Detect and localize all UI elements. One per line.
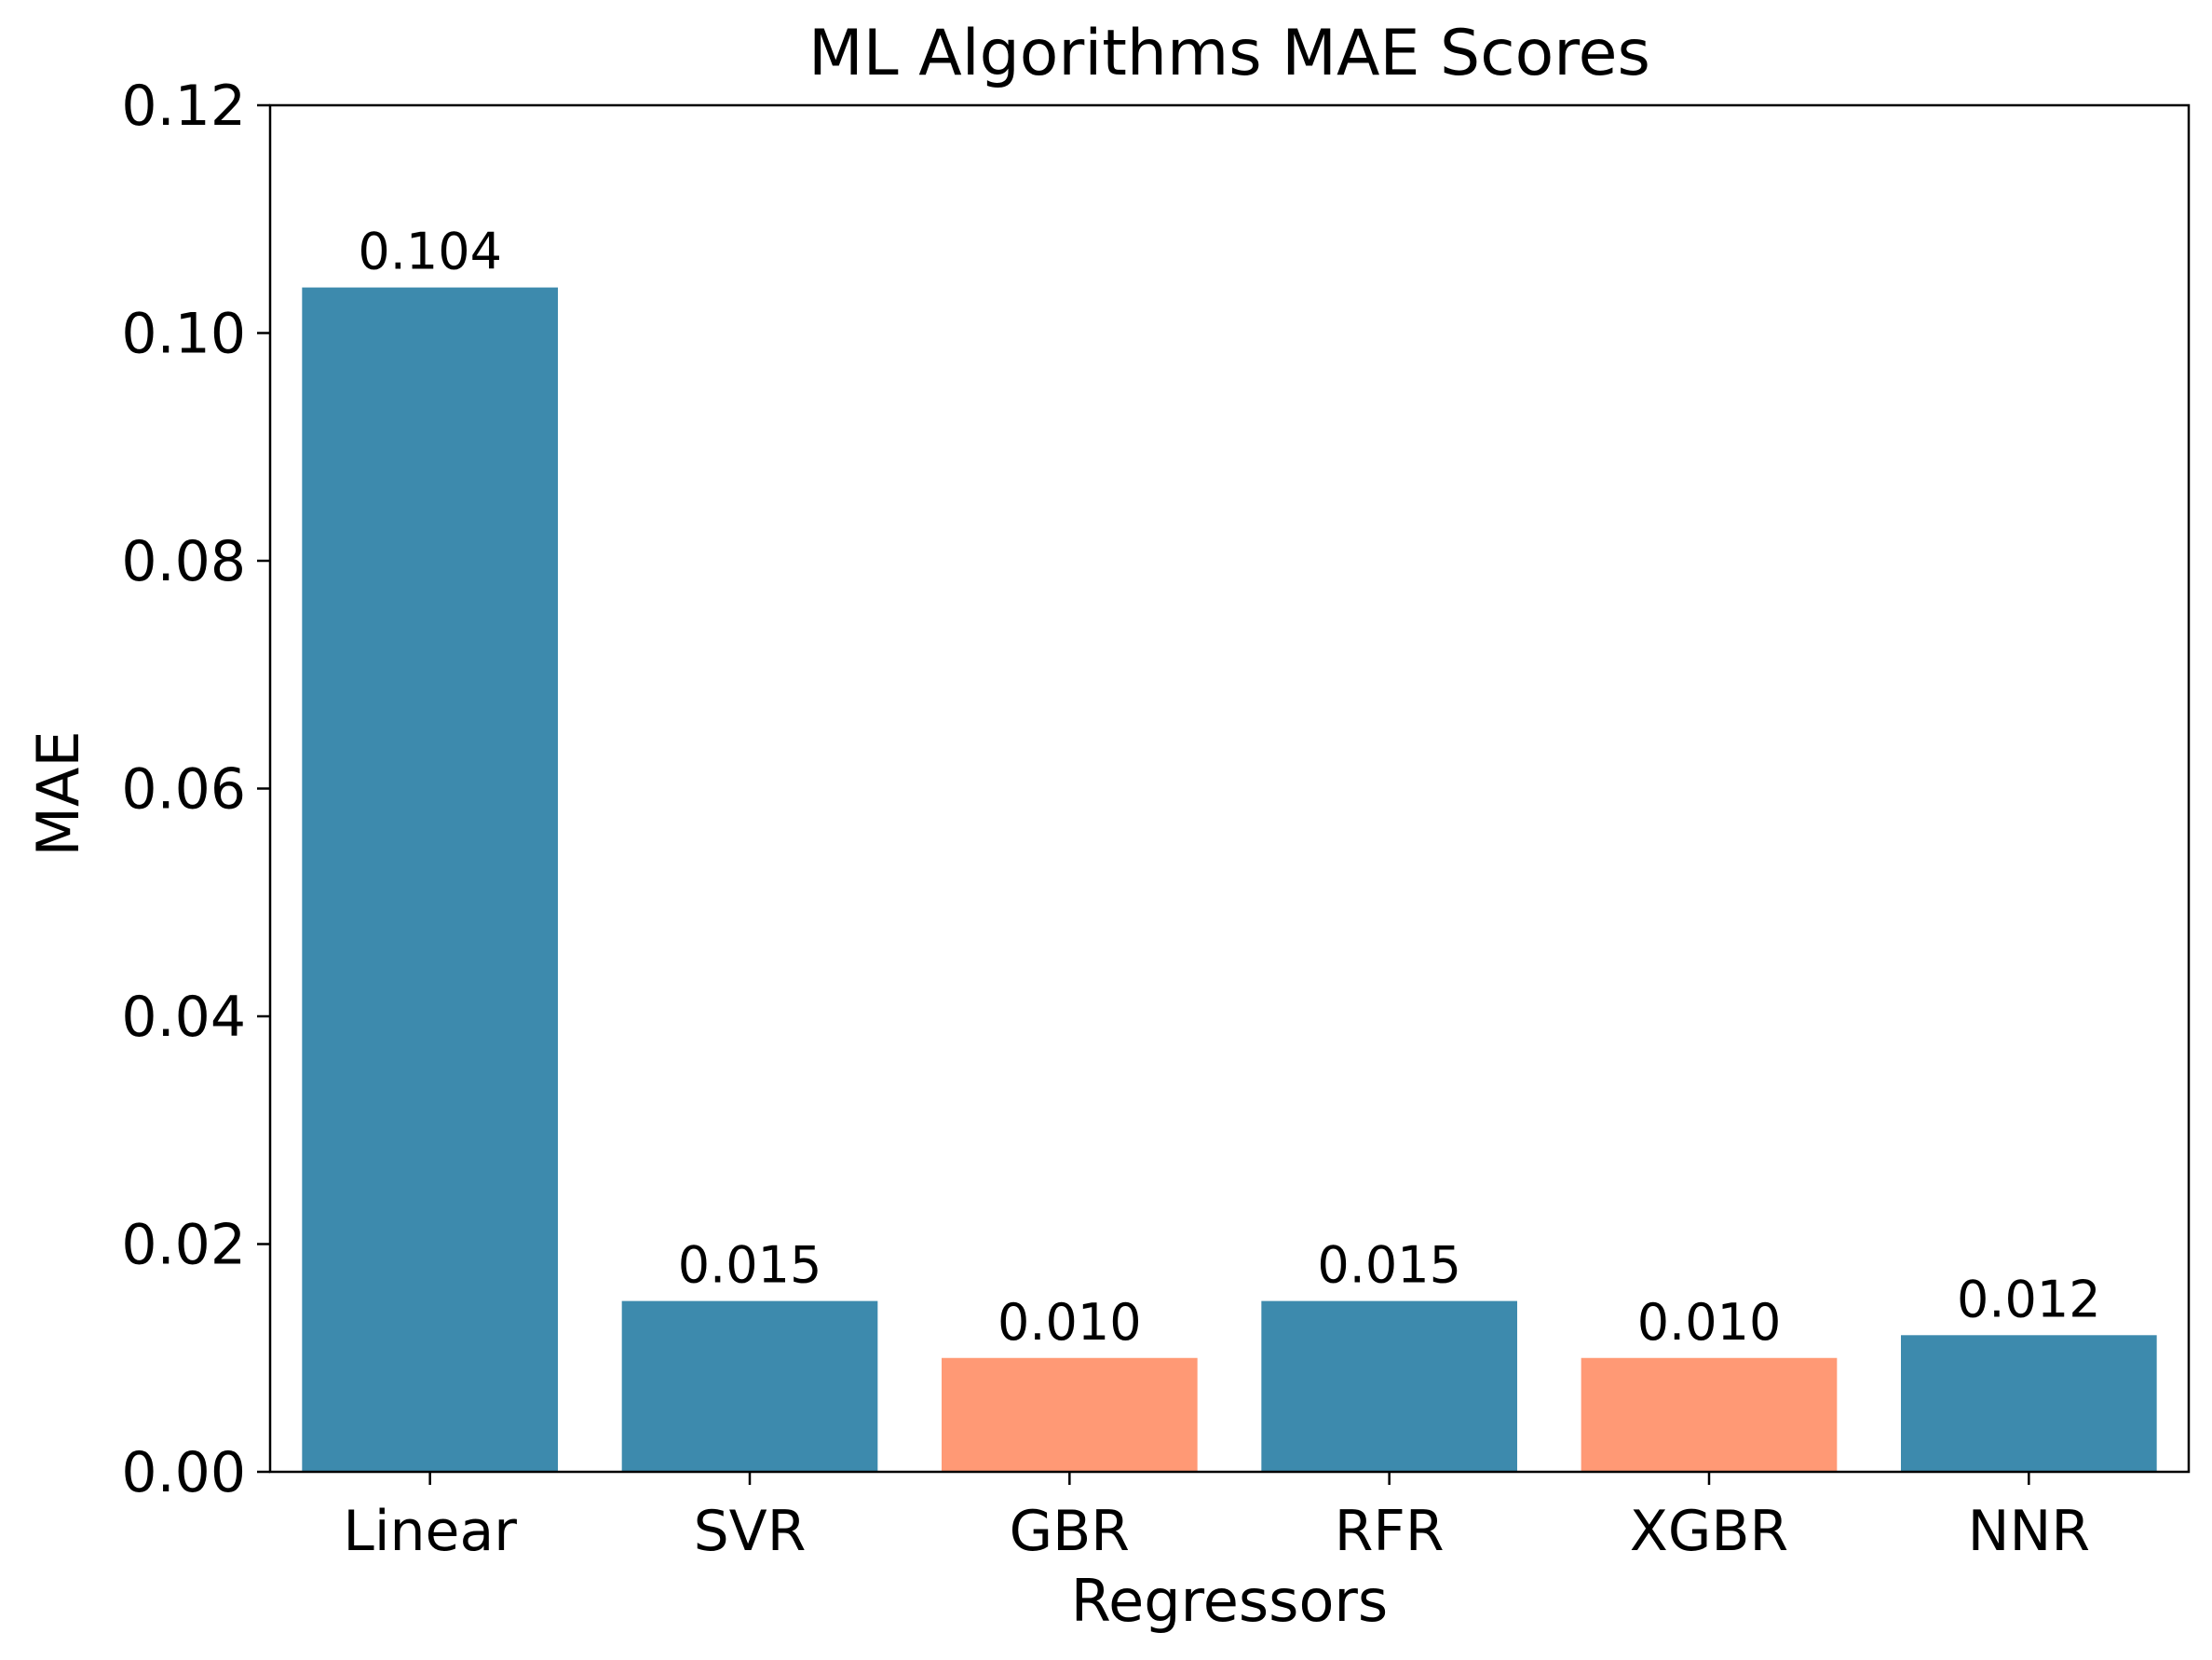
y-tick-label: 0.06	[121, 757, 246, 823]
y-axis-label: MAE	[24, 730, 92, 856]
value-label-xgbr: 0.010	[1637, 1293, 1782, 1352]
y-tick-label: 0.00	[121, 1440, 246, 1505]
x-tick-label-gbr: GBR	[1010, 1499, 1130, 1564]
x-tick-label-svr: SVR	[694, 1499, 807, 1564]
bar-svr	[621, 1300, 878, 1472]
value-labels-layer: 0.104 0.015 0.010 0.015 0.010 0.012	[358, 223, 2100, 1352]
y-tick-label: 0.10	[121, 302, 246, 367]
value-label-rfr: 0.015	[1317, 1236, 1461, 1295]
x-axis: Linear SVR GBR RFR XGBR NNR	[343, 1472, 2090, 1564]
plot-frame	[268, 103, 2191, 1474]
value-label-linear: 0.104	[358, 223, 502, 281]
x-tick-label-xgbr: XGBR	[1630, 1499, 1788, 1564]
x-tick-label-rfr: RFR	[1335, 1499, 1445, 1564]
bars-layer	[302, 287, 2157, 1473]
x-tick-label-nnr: NNR	[1968, 1499, 2090, 1564]
y-tick-label: 0.02	[121, 1213, 246, 1278]
x-tick-label-linear: Linear	[343, 1499, 517, 1564]
y-tick-label: 0.04	[121, 985, 246, 1050]
value-label-gbr: 0.010	[997, 1293, 1142, 1352]
value-label-svr: 0.015	[678, 1236, 822, 1295]
bar-linear	[302, 287, 558, 1473]
y-axis: 0.00 0.02 0.04 0.06 0.08 0.10 0.12	[121, 74, 270, 1505]
x-axis-label: Regressors	[1071, 1567, 1388, 1635]
bar-xgbr	[1581, 1357, 1838, 1472]
bar-rfr	[1261, 1300, 1517, 1472]
y-tick-label: 0.08	[121, 529, 246, 594]
chart-title: ML Algorithms MAE Scores	[808, 17, 1650, 90]
bar-gbr	[942, 1357, 1198, 1472]
value-label-nnr: 0.012	[1957, 1270, 2101, 1328]
y-tick-label: 0.12	[121, 74, 246, 139]
bar-nnr	[1901, 1335, 2157, 1472]
